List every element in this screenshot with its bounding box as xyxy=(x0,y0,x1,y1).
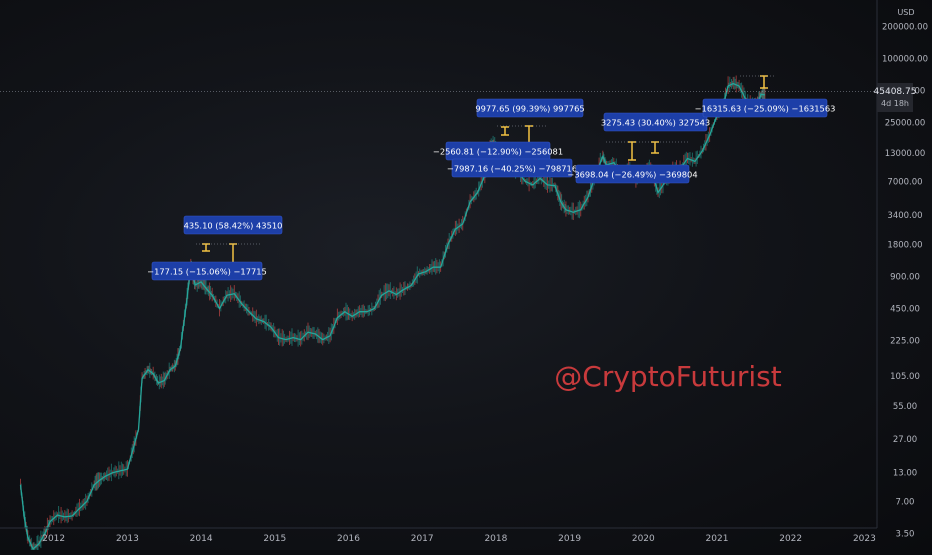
x-tick-label: 2015 xyxy=(263,534,286,544)
measure-label-text: −7987.16 (−40.25%) −798716 xyxy=(447,164,577,174)
measure-label-box[interactable] xyxy=(151,261,263,281)
y-tick-label: 3.50 xyxy=(896,529,915,539)
y-tick-label: 100000.00 xyxy=(882,54,928,64)
last-price-tag[interactable] xyxy=(877,83,913,112)
y-tick-label: 105.00 xyxy=(890,372,920,382)
measure-label-text: 3275.43 (30.40%) 327543 xyxy=(601,118,710,128)
y-tick-label: 25000.00 xyxy=(885,119,926,129)
x-tick-label: 2023 xyxy=(853,534,876,544)
y-tick-label: 3400.00 xyxy=(887,211,922,221)
measure-label-text: −177.15 (−15.06%) −17715 xyxy=(147,267,267,277)
currency-label: USD xyxy=(897,8,914,17)
measure-label-box[interactable] xyxy=(702,98,828,118)
x-tick-label: 2020 xyxy=(632,534,655,544)
x-tick-label: 2014 xyxy=(190,534,213,544)
x-tick-label: 2012 xyxy=(42,534,65,544)
y-tick-label: 225.00 xyxy=(890,337,920,347)
measure-label-box[interactable] xyxy=(183,215,283,235)
x-tick-label: 2017 xyxy=(411,534,434,544)
measure-label-text: −2560.81 (−12.90%) −256081 xyxy=(433,147,563,157)
measure-label-text: −3698.04 (−26.49%) −369804 xyxy=(567,170,697,180)
x-tick-label: 2021 xyxy=(706,534,729,544)
measure-label-box[interactable] xyxy=(451,158,573,178)
y-tick-label: 900.00 xyxy=(890,272,920,282)
annotations-layer: 435.10 (58.42%) 43510 −177.15 (−15.06%) −… xyxy=(147,98,836,281)
y-tick-label: 55.00 xyxy=(893,402,917,412)
y-tick-label: 450.00 xyxy=(890,305,920,315)
x-tick-label: 2016 xyxy=(337,534,360,544)
y-tick-label: 27.00 xyxy=(893,435,917,445)
y-tick-label: 13000.00 xyxy=(885,149,926,159)
measure-label-text: 435.10 (58.42%) 43510 xyxy=(184,221,283,231)
x-tick-label: 2022 xyxy=(779,534,802,544)
measure-label-box[interactable] xyxy=(603,112,708,132)
measure-label-text: −16315.63 (−25.09%) −1631563 xyxy=(695,104,836,114)
x-tick-label: 2019 xyxy=(558,534,581,544)
y-tick-label: 7.00 xyxy=(896,497,915,507)
measure-label-box[interactable] xyxy=(476,98,584,118)
y-tick-label: 13.00 xyxy=(893,469,917,479)
watermark-text: @CryptoFuturist xyxy=(554,360,781,393)
x-tick-label: 2018 xyxy=(484,534,507,544)
series-layer xyxy=(19,75,766,555)
time-axis[interactable]: 2012 2013 2014 2015 2016 2017 2018 2019 2020 2021… xyxy=(42,534,876,544)
y-tick-label: 200000.00 xyxy=(882,22,928,32)
measure-label-box[interactable] xyxy=(575,164,690,184)
y-tick-label: 1800.00 xyxy=(887,240,922,250)
x-tick-label: 2013 xyxy=(116,534,139,544)
last-price-value: 45408.75 xyxy=(874,87,917,97)
bar-countdown: 4d 18h xyxy=(881,99,909,108)
y-tick-label: 7000.00 xyxy=(887,178,922,188)
measure-label-text: 9977.65 (99.39%) 997765 xyxy=(475,104,584,114)
